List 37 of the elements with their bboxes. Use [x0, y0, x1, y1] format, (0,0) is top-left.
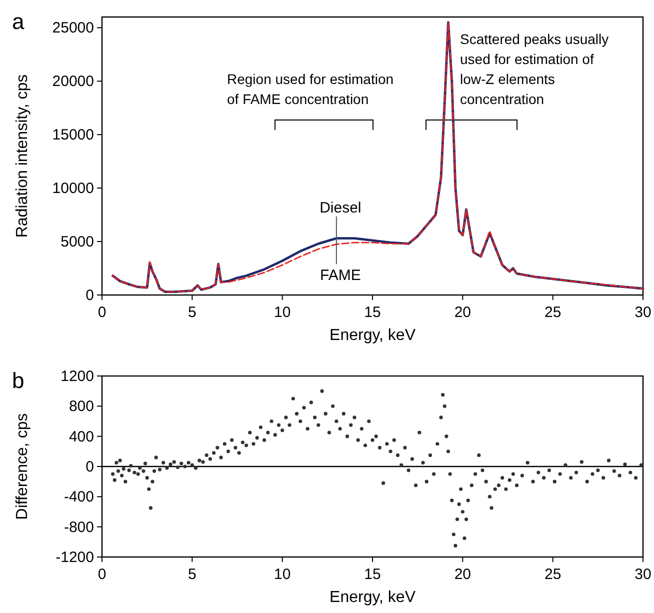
y-tick-label: 10000 — [52, 180, 94, 198]
y-tick-label: 15000 — [52, 126, 94, 144]
text: a — [12, 9, 25, 34]
x-tick-label: 0 — [98, 566, 106, 583]
y-tick-label: -800 — [64, 518, 94, 536]
x-tick-label: 0 — [98, 304, 106, 321]
x-tick-label: 20 — [454, 304, 472, 321]
annotation: Region used for estimation of FAME concentration — [227, 71, 394, 107]
y-tick-label: 25000 — [52, 20, 94, 37]
series-label: Diesel — [320, 199, 362, 216]
y-tick-label: 400 — [68, 428, 94, 446]
x-tick-label: 25 — [544, 304, 562, 321]
y-tick-label: 800 — [68, 398, 94, 416]
x-tick-label: 25 — [544, 566, 562, 583]
x-axis-title: Energy, keV — [330, 327, 416, 344]
x-tick-label: 15 — [364, 304, 381, 321]
x-tick-label: 30 — [634, 304, 652, 321]
y-tick-label: 20000 — [52, 73, 94, 90]
y-tick-label: -400 — [64, 488, 94, 506]
x-tick-label: 20 — [454, 566, 472, 583]
annotation: Scattered peaks usually used for estimation of low-Z elements concentration — [460, 31, 609, 107]
y-tick-label: -1200 — [56, 549, 94, 566]
x-axis-title: Energy, keV — [330, 589, 416, 606]
y-tick-label: 1200 — [60, 368, 94, 385]
x-tick-label: 30 — [634, 566, 652, 583]
text: b — [12, 368, 24, 393]
y-tick-label: 5000 — [60, 234, 94, 251]
x-tick-label: 5 — [188, 566, 196, 583]
y-tick-label: 0 — [86, 458, 94, 476]
x-tick-label: 15 — [364, 566, 381, 583]
y-axis-title: Difference, cps — [14, 413, 31, 520]
y-axis-title: Radiation intensity, cps — [14, 74, 31, 238]
x-tick-label: 10 — [274, 304, 291, 321]
x-tick-label: 5 — [188, 304, 196, 321]
series-label: FAME — [320, 267, 361, 284]
x-tick-label: 10 — [274, 566, 291, 583]
y-tick-label: 0 — [86, 287, 94, 304]
